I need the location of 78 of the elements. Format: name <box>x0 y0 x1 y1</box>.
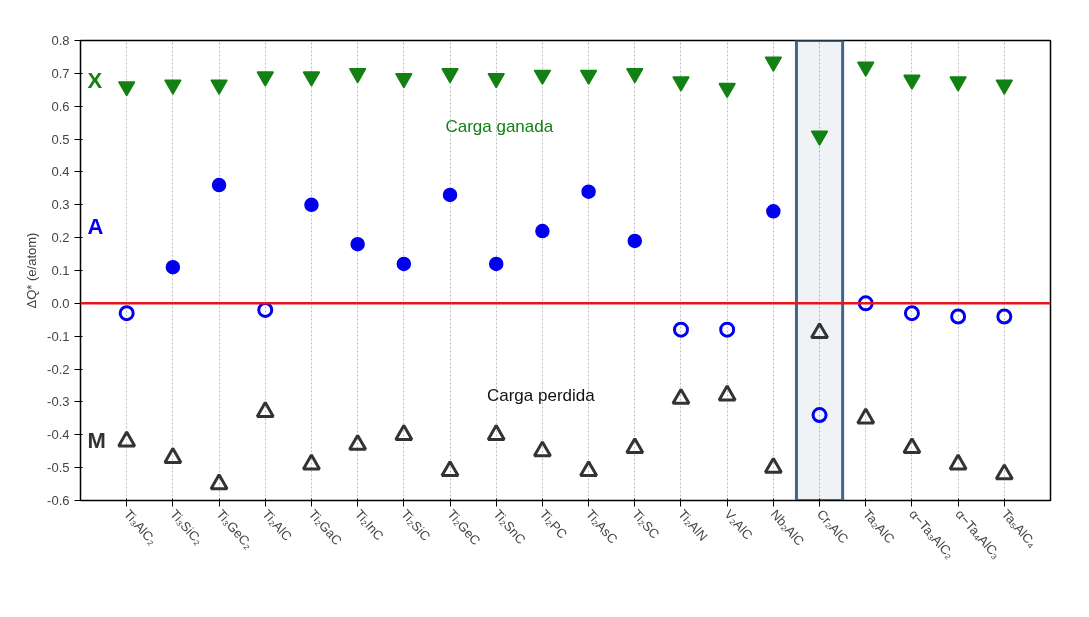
point <box>948 453 968 471</box>
point <box>763 456 783 474</box>
point <box>627 233 643 249</box>
text: A <box>87 214 104 240</box>
point <box>210 79 228 95</box>
y-tick-label: 0.8 <box>51 33 70 48</box>
point <box>350 236 365 252</box>
point <box>348 433 368 451</box>
y-axis-title: ΔQ* (e/atom) <box>24 232 40 309</box>
point <box>118 305 135 322</box>
y-tick-label: 0.4 <box>51 164 70 180</box>
y-tick-label: -0.6 <box>47 493 70 508</box>
point <box>442 187 458 203</box>
y-tick-label: -0.4 <box>47 427 70 443</box>
point <box>255 401 275 418</box>
point <box>164 79 182 95</box>
point <box>856 407 876 425</box>
point <box>856 61 875 77</box>
point <box>535 223 550 239</box>
point <box>165 259 181 275</box>
annotation: Carga perdida <box>486 386 596 406</box>
point <box>671 387 691 405</box>
point <box>348 67 367 84</box>
point <box>996 308 1013 325</box>
y-tick-label: 0.5 <box>51 131 70 147</box>
y-tick-label: 0.3 <box>51 197 70 213</box>
point <box>396 256 412 272</box>
point <box>533 69 552 85</box>
annotation: Carga ganada <box>445 116 554 136</box>
point <box>719 321 736 338</box>
point <box>672 321 689 338</box>
point <box>304 197 319 213</box>
point <box>395 72 413 89</box>
point <box>256 71 275 87</box>
point <box>949 76 967 92</box>
point <box>211 177 227 193</box>
y-tick-label: 0.6 <box>51 98 70 114</box>
y-tick-label: -0.1 <box>47 328 70 344</box>
y-tick-label: -0.2 <box>47 361 70 377</box>
point <box>579 460 599 478</box>
point <box>903 305 920 322</box>
y-tick-label: 0.2 <box>51 230 70 246</box>
point <box>764 56 783 72</box>
point <box>950 308 967 325</box>
point <box>487 72 505 89</box>
point <box>579 69 598 85</box>
point <box>117 430 137 448</box>
point <box>532 440 552 458</box>
point <box>441 67 459 84</box>
y-tick-label: -0.5 <box>47 460 70 476</box>
series-label: M <box>87 427 106 453</box>
point <box>626 67 644 84</box>
point <box>903 74 921 90</box>
point <box>209 473 229 491</box>
y-tick-label: -0.3 <box>47 394 70 410</box>
point <box>994 463 1014 481</box>
point <box>718 82 736 99</box>
point <box>625 437 645 455</box>
point <box>810 130 829 146</box>
point <box>440 460 460 478</box>
point <box>810 322 830 340</box>
y-tick-label: 0.7 <box>51 65 70 81</box>
point <box>717 384 737 402</box>
point <box>581 184 596 199</box>
point <box>117 81 136 97</box>
y-tick-label: 0.0 <box>51 295 70 311</box>
point <box>766 204 781 219</box>
point <box>902 437 922 455</box>
point <box>302 71 321 87</box>
point <box>301 453 321 471</box>
point <box>672 76 690 92</box>
point <box>394 424 414 441</box>
point <box>163 447 183 464</box>
y-tick-label: 0.1 <box>51 263 70 278</box>
point <box>488 256 504 272</box>
point <box>995 79 1014 95</box>
point <box>486 424 506 441</box>
series-label: X <box>87 67 103 93</box>
